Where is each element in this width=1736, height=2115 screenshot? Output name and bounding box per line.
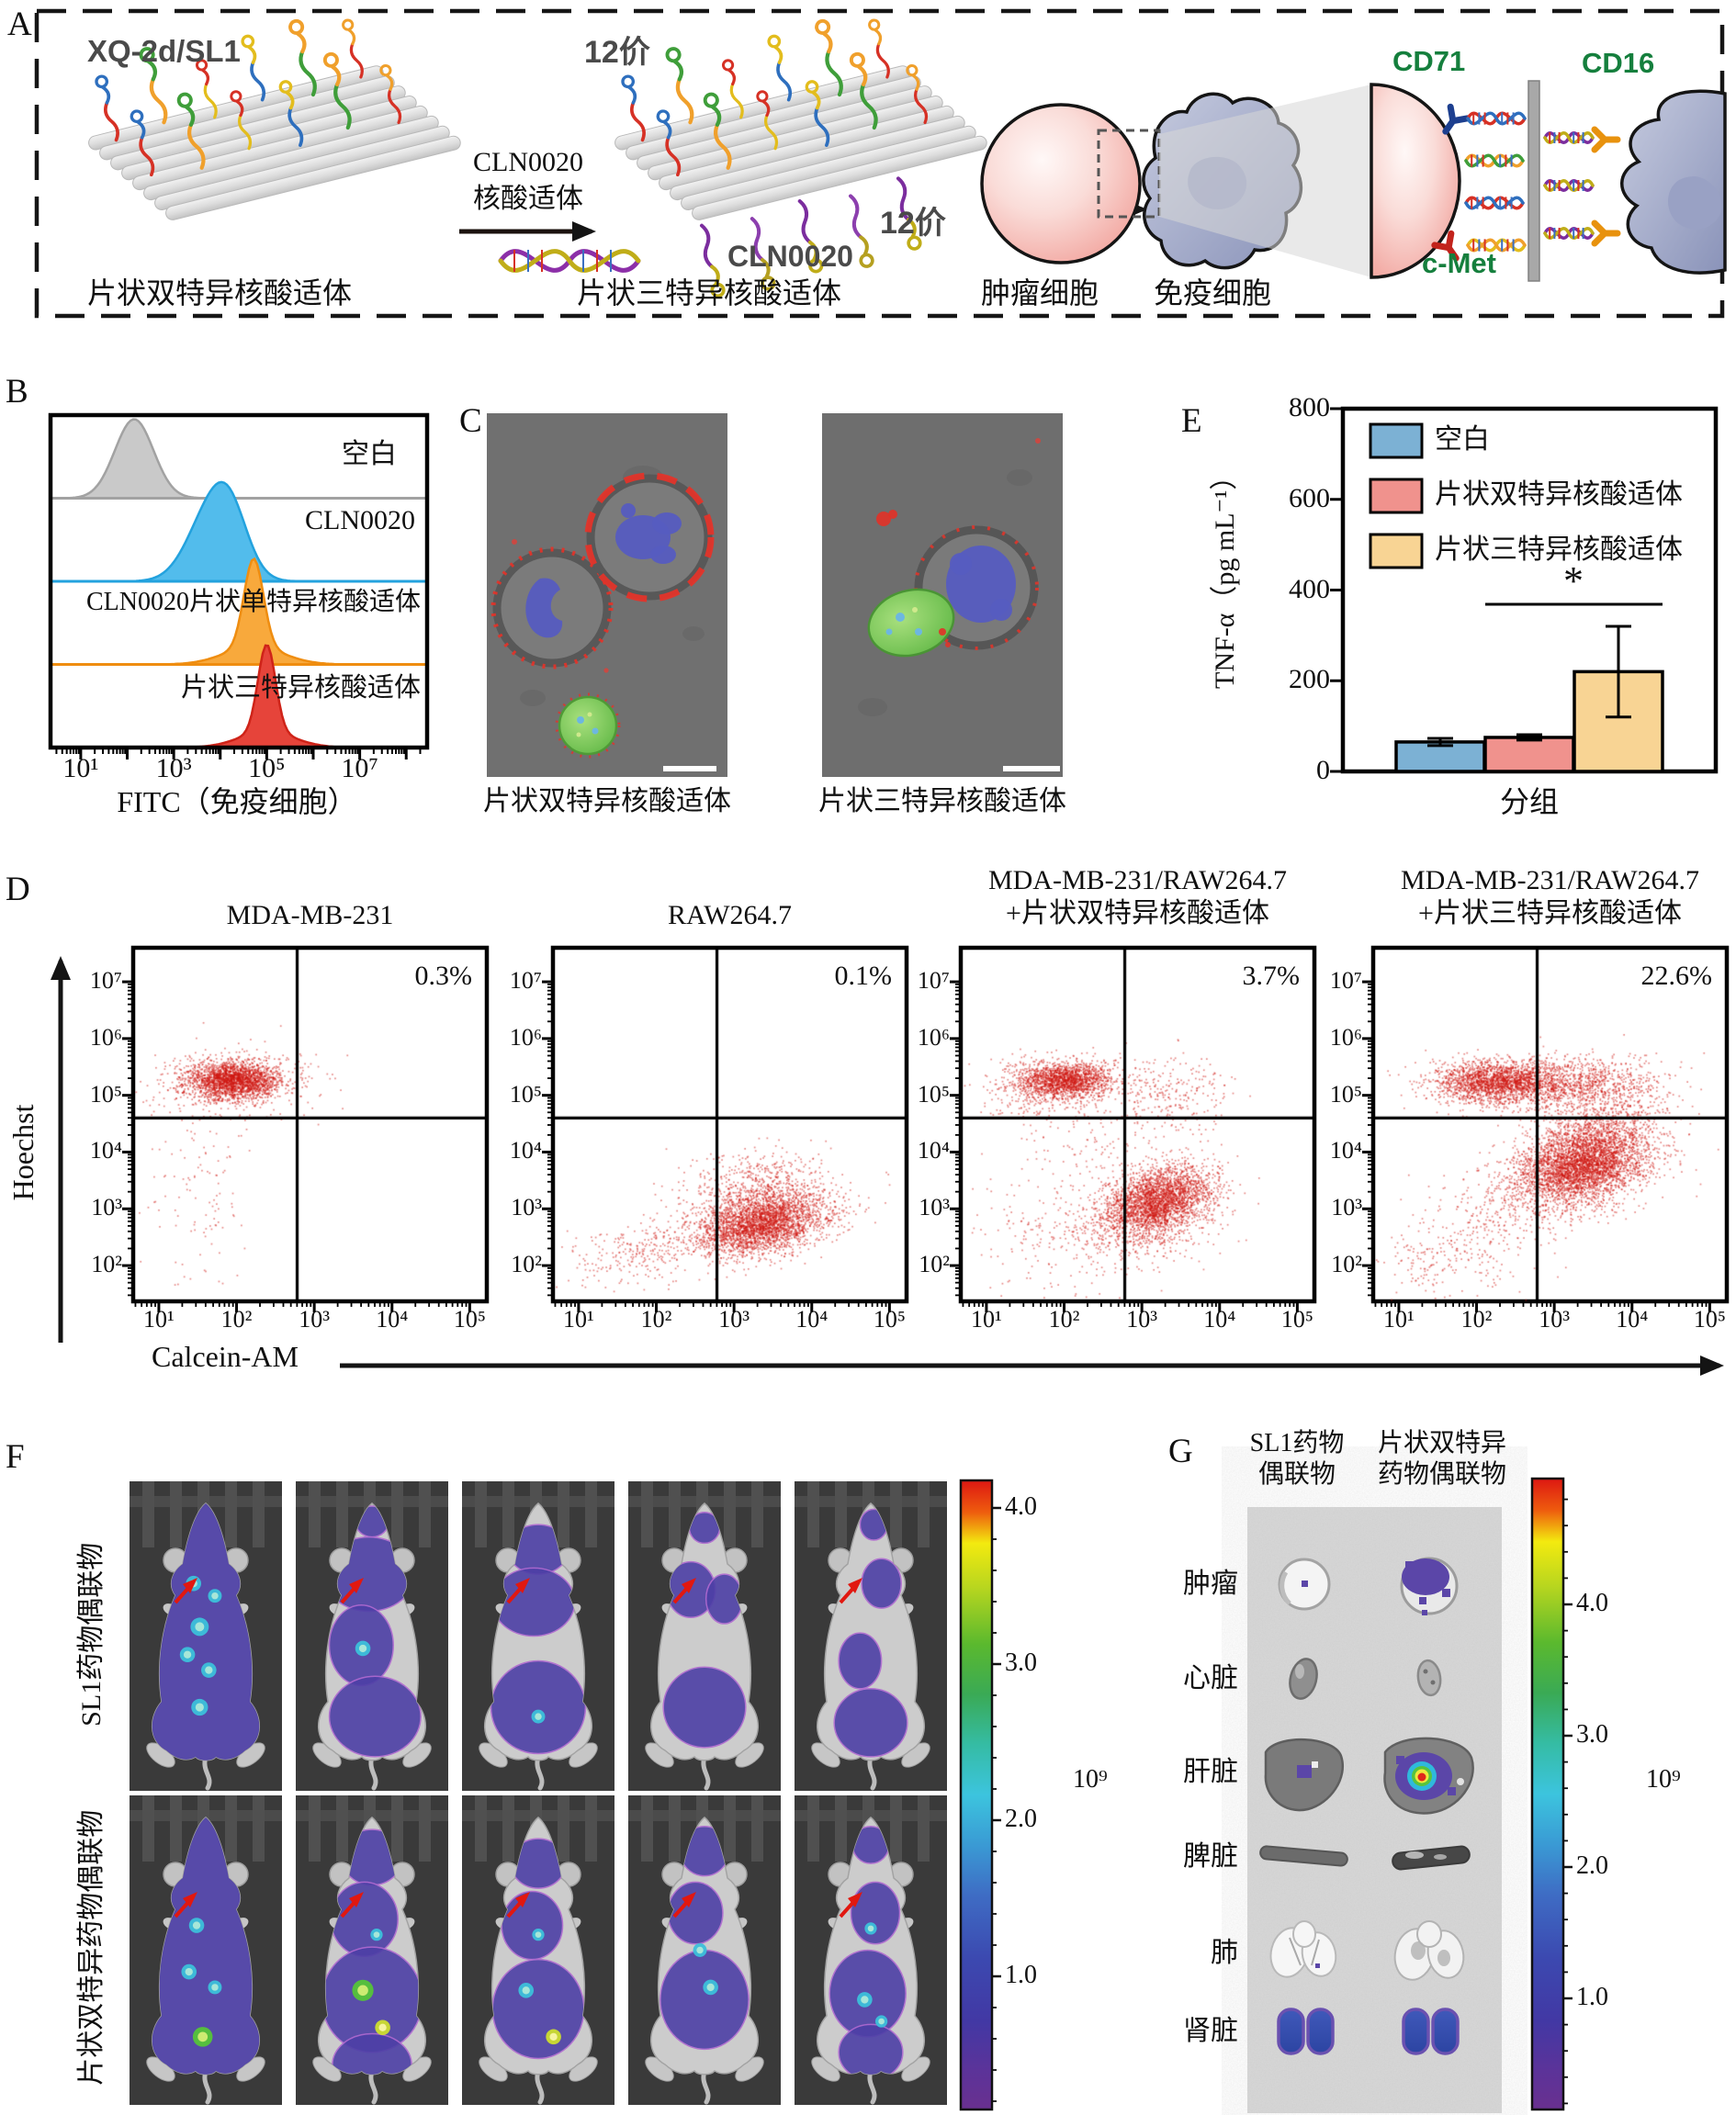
aptamer-icon [767, 34, 793, 102]
aptamer-icon [703, 92, 732, 170]
dna-helix-icon [1466, 238, 1527, 253]
panel-e-bar-chart [1330, 406, 1719, 774]
scale-bar [1003, 766, 1060, 771]
aptamer-icon [230, 90, 253, 151]
dna-helix-icon [1543, 179, 1595, 192]
organ-lung-left [1269, 1920, 1337, 1978]
panel-f-mouse-imaging [130, 1477, 1573, 2111]
mouse-image [130, 1795, 282, 2105]
colorbar [959, 1479, 994, 2111]
immune-cell-magnified-nucleus [1668, 176, 1722, 230]
immune-cell-magnified [1620, 89, 1727, 275]
histogram-curve [51, 418, 427, 500]
flow-scatter-canvas-4 [1373, 948, 1727, 1301]
aptamer-icon [721, 59, 744, 119]
mouse-image [296, 1795, 448, 2105]
dna-helix-icon [1466, 111, 1527, 126]
colorbar [1530, 1477, 1565, 2111]
aptamer-icon [896, 176, 922, 251]
aptamer-icon [868, 18, 890, 79]
cd16-receptor-icon [1591, 219, 1621, 247]
legend-swatch-2 [1369, 533, 1424, 569]
aptamer-icon [176, 92, 206, 170]
aptamer-icon [322, 51, 352, 130]
dna-helix-icon [1543, 131, 1595, 144]
organ-spleen-left [1259, 1845, 1348, 1867]
cmet-receptor-icon [1431, 230, 1460, 262]
aptamer-icon [797, 199, 824, 274]
dna-helix-icon [1543, 227, 1595, 240]
panel-g-organ-imaging [1247, 1507, 1502, 2113]
panel-a-schematic [34, 8, 1727, 319]
aptamer-icon [815, 18, 843, 97]
aptamer-icon [139, 47, 168, 125]
aptamer-icon [665, 47, 694, 125]
nanosheet-edge-bar [1527, 80, 1540, 282]
mouse-image [130, 1481, 282, 1791]
organ-kidneys-left [1277, 2008, 1335, 2055]
aptamer-icon [699, 223, 726, 298]
cd71-receptor-icon [1442, 103, 1471, 135]
mouse-image [795, 1481, 947, 1791]
mouse-image [628, 1795, 781, 2105]
mouse-image [628, 1481, 781, 1791]
legend-swatch-0 [1369, 422, 1424, 459]
nanosheet-illustration [614, 18, 987, 298]
legend-swatch-1 [1369, 478, 1424, 514]
aptamer-icon [195, 59, 218, 119]
panel-c-microscopy [487, 413, 1063, 777]
aptamer-icon [241, 34, 266, 102]
tumor-cell-magnified [1370, 83, 1461, 279]
aptamer-icon [656, 109, 682, 177]
mouse-image [462, 1795, 614, 2105]
aptamer-icon [130, 109, 155, 177]
aptamer-icon [95, 74, 119, 142]
flow-scatter-canvas-2 [553, 948, 907, 1301]
mouse-image [462, 1481, 614, 1791]
cd16-receptor-icon [1591, 126, 1621, 153]
aptamer-icon [342, 18, 364, 79]
aptamer-icon [379, 63, 402, 125]
aptamer-icon [849, 194, 874, 268]
mouse-image [296, 1481, 448, 1791]
aptamer-icon [756, 90, 779, 151]
nanosheet-illustration [88, 18, 461, 220]
aptamer-icon [278, 80, 304, 147]
tumor-cell [980, 103, 1142, 264]
zoom-wedge [1159, 84, 1371, 277]
aptamer-icon [906, 63, 929, 125]
aptamer-icon [849, 51, 878, 130]
organ-heart-right [1416, 1659, 1442, 1697]
panel-b-histograms [48, 412, 430, 759]
dna-helix-icon [1464, 196, 1525, 210]
scale-bar [663, 766, 716, 771]
organ-kidneys-right [1402, 2008, 1460, 2055]
bar-1 [1483, 736, 1575, 773]
mouse-image [795, 1795, 947, 2105]
dna-helix-icon [1464, 153, 1525, 168]
aptamer-icon [621, 74, 646, 142]
dna-helix-icon [498, 249, 641, 273]
aptamer-icon [805, 80, 830, 147]
aptamer-icon [750, 217, 776, 291]
aptamer-icon [288, 18, 317, 97]
flow-scatter-canvas-3 [961, 948, 1314, 1301]
flow-scatter-canvas-1 [133, 948, 487, 1301]
